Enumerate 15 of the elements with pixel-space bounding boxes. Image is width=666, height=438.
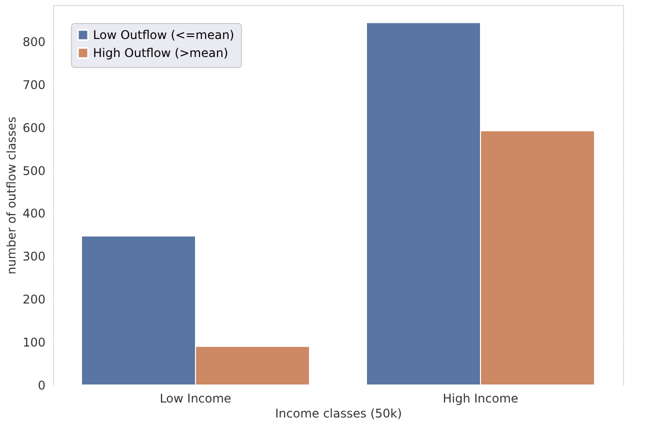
y-tick-label: 800 [22,34,46,49]
y-tick-label: 500 [22,164,46,178]
y-tick-label: 600 [22,120,46,135]
x-tick-label: Low Income [160,392,232,406]
y-tick-label: 100 [22,336,46,350]
y-tick-label: 0 [38,378,46,392]
y-axis-title: number of outflow classes [4,116,19,274]
y-tick-label: 300 [22,250,46,264]
x-axis-title: Income classes (50k) [275,406,402,420]
x-tick-label: High Income [442,392,518,406]
legend-label: Low Outflow (<=mean) [93,28,234,42]
y-tick-label: 400 [22,206,46,221]
y-tick-label: 200 [22,292,46,307]
legend-label: High Outflow (>mean) [93,46,228,60]
y-tick-label: 700 [22,78,46,92]
